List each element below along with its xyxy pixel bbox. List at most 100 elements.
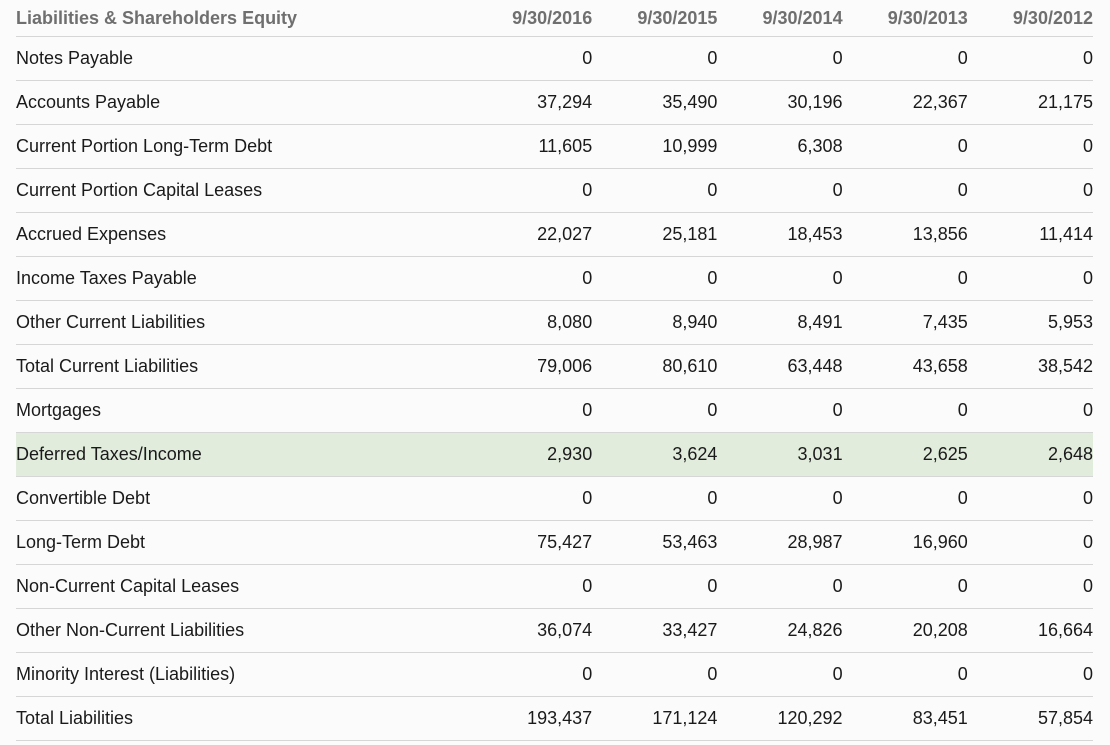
column-header[interactable]: 9/30/2014 — [717, 0, 843, 37]
row-value: 16,664 — [967, 608, 1093, 653]
row-value: 30,196 — [717, 80, 843, 125]
row-value: 18,453 — [717, 212, 843, 257]
row-value: 0 — [717, 168, 843, 213]
row-value: 8,080 — [467, 300, 593, 345]
liabilities-table: Liabilities & Shareholders Equity 9/30/2… — [16, 0, 1093, 741]
row-value: 79,006 — [467, 344, 593, 389]
row-value: 80,610 — [592, 344, 718, 389]
row-label: Long-Term Debt — [16, 520, 468, 565]
row-label: Minority Interest (Liabilities) — [16, 652, 468, 697]
row-value: 10,999 — [592, 124, 718, 169]
row-value: 0 — [717, 476, 843, 521]
balance-sheet-panel: Liabilities & Shareholders Equity 9/30/2… — [16, 0, 1093, 741]
table-row[interactable]: Total Liabilities 193,437 171,124 120,292 83… — [16, 696, 1093, 741]
row-value: 35,490 — [592, 80, 718, 125]
row-value: 0 — [592, 168, 718, 213]
row-label: Current Portion Capital Leases — [16, 168, 468, 213]
table-row[interactable]: Mortgages 0 0 0 0 0 — [16, 388, 1093, 433]
row-value: 193,437 — [467, 696, 593, 741]
column-header[interactable]: 9/30/2016 — [467, 0, 593, 37]
row-value: 63,448 — [717, 344, 843, 389]
column-header[interactable]: 9/30/2012 — [967, 0, 1093, 37]
row-label: Non-Current Capital Leases — [16, 564, 468, 609]
table-row[interactable]: Total Current Liabilities 79,006 80,610 63,… — [16, 344, 1093, 389]
row-value: 0 — [842, 256, 968, 301]
row-value: 21,175 — [967, 80, 1093, 125]
table-row[interactable]: Other Current Liabilities 8,080 8,940 8,491… — [16, 300, 1093, 345]
table-row[interactable]: Accrued Expenses 22,027 25,181 18,453 13,856… — [16, 212, 1093, 257]
row-value: 0 — [967, 564, 1093, 609]
row-value: 8,940 — [592, 300, 718, 345]
row-value: 3,031 — [717, 432, 843, 477]
row-value: 57,854 — [967, 696, 1093, 741]
row-value: 3,624 — [592, 432, 718, 477]
row-value: 0 — [842, 36, 968, 81]
table-row[interactable]: Accounts Payable 37,294 35,490 30,196 22,367… — [16, 80, 1093, 125]
row-value: 0 — [467, 36, 593, 81]
row-value: 0 — [967, 256, 1093, 301]
table-row[interactable]: Convertible Debt 0 0 0 0 0 — [16, 476, 1093, 521]
row-value: 0 — [717, 564, 843, 609]
row-value: 22,027 — [467, 212, 593, 257]
table-row[interactable]: Current Portion Capital Leases 0 0 0 0 0 — [16, 168, 1093, 213]
row-value: 0 — [717, 256, 843, 301]
row-value: 83,451 — [842, 696, 968, 741]
row-value: 0 — [592, 256, 718, 301]
row-value: 0 — [842, 124, 968, 169]
row-value: 0 — [967, 388, 1093, 433]
row-label: Deferred Taxes/Income — [16, 432, 468, 477]
row-value: 0 — [592, 652, 718, 697]
row-value: 0 — [592, 388, 718, 433]
table-row[interactable]: Long-Term Debt 75,427 53,463 28,987 16,960 0 — [16, 520, 1093, 565]
table-row[interactable]: Notes Payable 0 0 0 0 0 — [16, 36, 1093, 81]
table-row[interactable]: Current Portion Long-Term Debt 11,605 10,9… — [16, 124, 1093, 169]
row-value: 2,648 — [967, 432, 1093, 477]
row-value: 7,435 — [842, 300, 968, 345]
row-value: 0 — [842, 564, 968, 609]
row-value: 33,427 — [592, 608, 718, 653]
row-label: Total Current Liabilities — [16, 344, 468, 389]
row-value: 11,605 — [467, 124, 593, 169]
row-value: 11,414 — [967, 212, 1093, 257]
table-header-label: Liabilities & Shareholders Equity — [16, 0, 468, 37]
table-row[interactable]: Income Taxes Payable 0 0 0 0 0 — [16, 256, 1093, 301]
row-value: 0 — [467, 652, 593, 697]
row-label: Convertible Debt — [16, 476, 468, 521]
row-label: Current Portion Long-Term Debt — [16, 124, 468, 169]
row-value: 22,367 — [842, 80, 968, 125]
row-value: 25,181 — [592, 212, 718, 257]
row-value: 0 — [967, 520, 1093, 565]
row-value: 0 — [467, 476, 593, 521]
row-value: 2,625 — [842, 432, 968, 477]
row-value: 16,960 — [842, 520, 968, 565]
row-value: 0 — [467, 168, 593, 213]
row-value: 0 — [592, 476, 718, 521]
column-header[interactable]: 9/30/2013 — [842, 0, 968, 37]
row-value: 43,658 — [842, 344, 968, 389]
table-row[interactable]: Minority Interest (Liabilities) 0 0 0 0 0 — [16, 652, 1093, 697]
row-value: 0 — [842, 652, 968, 697]
row-label: Mortgages — [16, 388, 468, 433]
row-value: 0 — [467, 388, 593, 433]
table-row[interactable]: Other Non-Current Liabilities 36,074 33,42… — [16, 608, 1093, 653]
row-value: 5,953 — [967, 300, 1093, 345]
row-value: 0 — [717, 652, 843, 697]
row-value: 75,427 — [467, 520, 593, 565]
row-value: 8,491 — [717, 300, 843, 345]
row-value: 28,987 — [717, 520, 843, 565]
row-value: 53,463 — [592, 520, 718, 565]
row-value: 0 — [967, 124, 1093, 169]
table-row[interactable]: Non-Current Capital Leases 0 0 0 0 0 — [16, 564, 1093, 609]
row-value: 38,542 — [967, 344, 1093, 389]
column-header[interactable]: 9/30/2015 — [592, 0, 718, 37]
row-value: 0 — [592, 36, 718, 81]
table-row[interactable]: Deferred Taxes/Income 2,930 3,624 3,031 2,62… — [16, 432, 1093, 477]
row-value: 6,308 — [717, 124, 843, 169]
row-value: 36,074 — [467, 608, 593, 653]
row-label: Accrued Expenses — [16, 212, 468, 257]
row-value: 24,826 — [717, 608, 843, 653]
row-value: 0 — [717, 36, 843, 81]
row-label: Other Non-Current Liabilities — [16, 608, 468, 653]
row-value: 0 — [842, 388, 968, 433]
table-header-row: Liabilities & Shareholders Equity 9/30/2… — [16, 0, 1093, 37]
